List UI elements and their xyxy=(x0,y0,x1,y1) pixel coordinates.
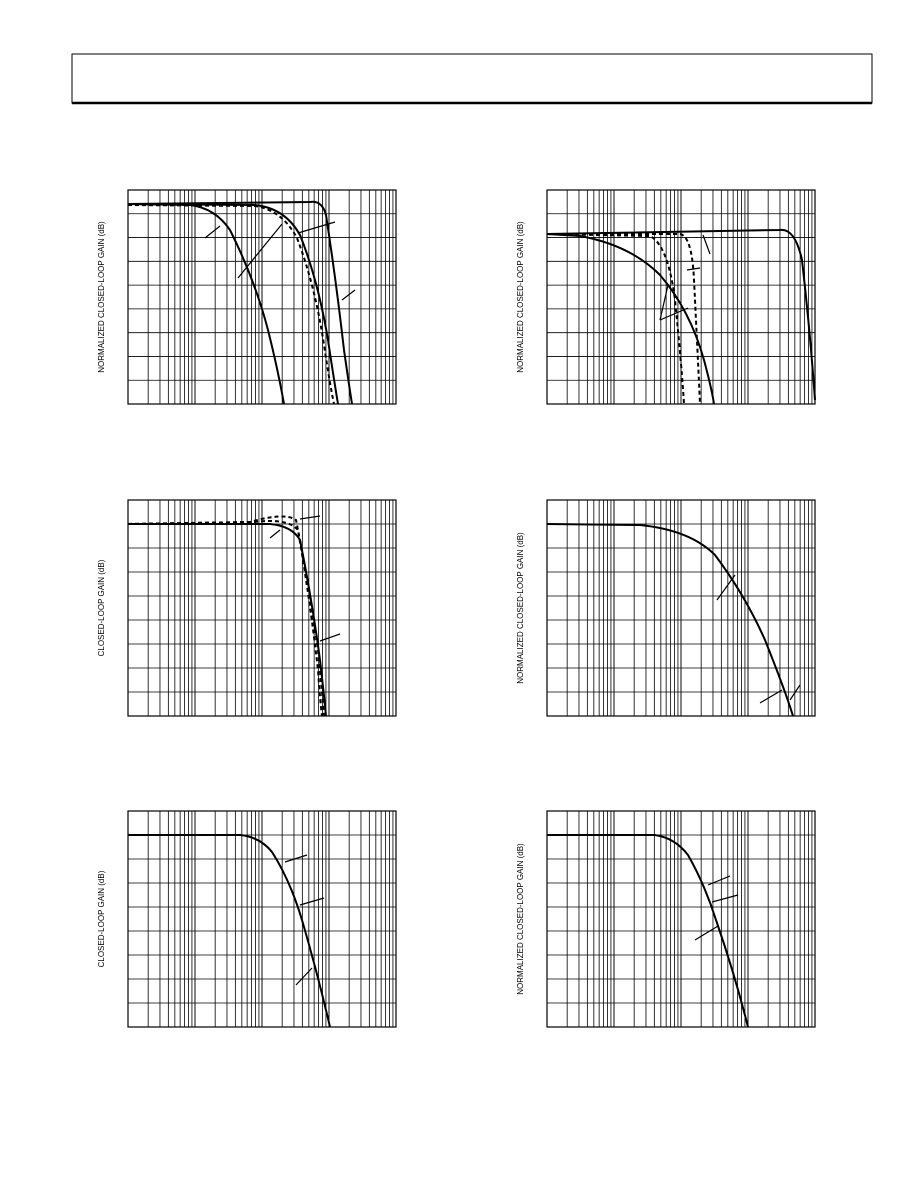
plot-frame xyxy=(546,189,816,405)
arrow xyxy=(686,267,701,271)
curve xyxy=(546,523,794,717)
curve xyxy=(127,200,353,405)
curve xyxy=(546,233,685,405)
curve xyxy=(546,228,816,401)
curve xyxy=(127,203,285,405)
arrow xyxy=(299,515,321,520)
y-axis-label: CLOSED-LOOP GAIN (dB) xyxy=(97,559,106,656)
arrow xyxy=(711,894,739,903)
curve xyxy=(547,834,749,1028)
arrow xyxy=(707,875,731,886)
y-axis-label: NORMALIZED CLOSED-LOOP GAIN (dB) xyxy=(97,221,106,373)
plot-frame xyxy=(546,499,816,717)
plot-frame xyxy=(546,810,816,1028)
arrow xyxy=(789,684,801,701)
curve xyxy=(127,515,325,717)
arrow xyxy=(659,307,689,321)
arrow xyxy=(284,854,308,863)
plot-frame xyxy=(127,810,397,1028)
arrow xyxy=(694,925,719,941)
arrow xyxy=(204,225,221,239)
arrow xyxy=(299,897,325,906)
arrow xyxy=(759,689,783,704)
arrow xyxy=(702,234,711,255)
arrow xyxy=(297,221,336,234)
y-axis-label: CLOSED-LOOP GAIN (dB) xyxy=(97,870,106,967)
curve xyxy=(546,233,715,405)
curve xyxy=(127,520,323,717)
arrow xyxy=(341,289,356,301)
plots: NORMALIZED CLOSED-LOOP GAIN (dB) NORMALIZ… xyxy=(97,189,816,1028)
curves xyxy=(127,200,816,1028)
y-axis-label: NORMALIZED CLOSED-LOOP GAIN (dB) xyxy=(516,221,525,373)
curve xyxy=(547,233,701,405)
arrow xyxy=(716,574,736,601)
curve xyxy=(127,203,339,405)
plot-frame xyxy=(127,499,397,717)
y-axis-label: NORMALIZED CLOSED-LOOP GAIN (dB) xyxy=(516,532,525,684)
arrow xyxy=(295,967,313,986)
header-box xyxy=(71,53,873,104)
curve xyxy=(128,834,331,1028)
curve xyxy=(127,204,335,405)
arrow xyxy=(237,223,283,279)
arrow xyxy=(319,633,341,642)
plot-frame xyxy=(127,189,397,405)
y-axis-label: NORMALIZED CLOSED-LOOP GAIN (dB) xyxy=(516,843,525,995)
arrow xyxy=(269,529,281,539)
arrow xyxy=(659,284,669,321)
